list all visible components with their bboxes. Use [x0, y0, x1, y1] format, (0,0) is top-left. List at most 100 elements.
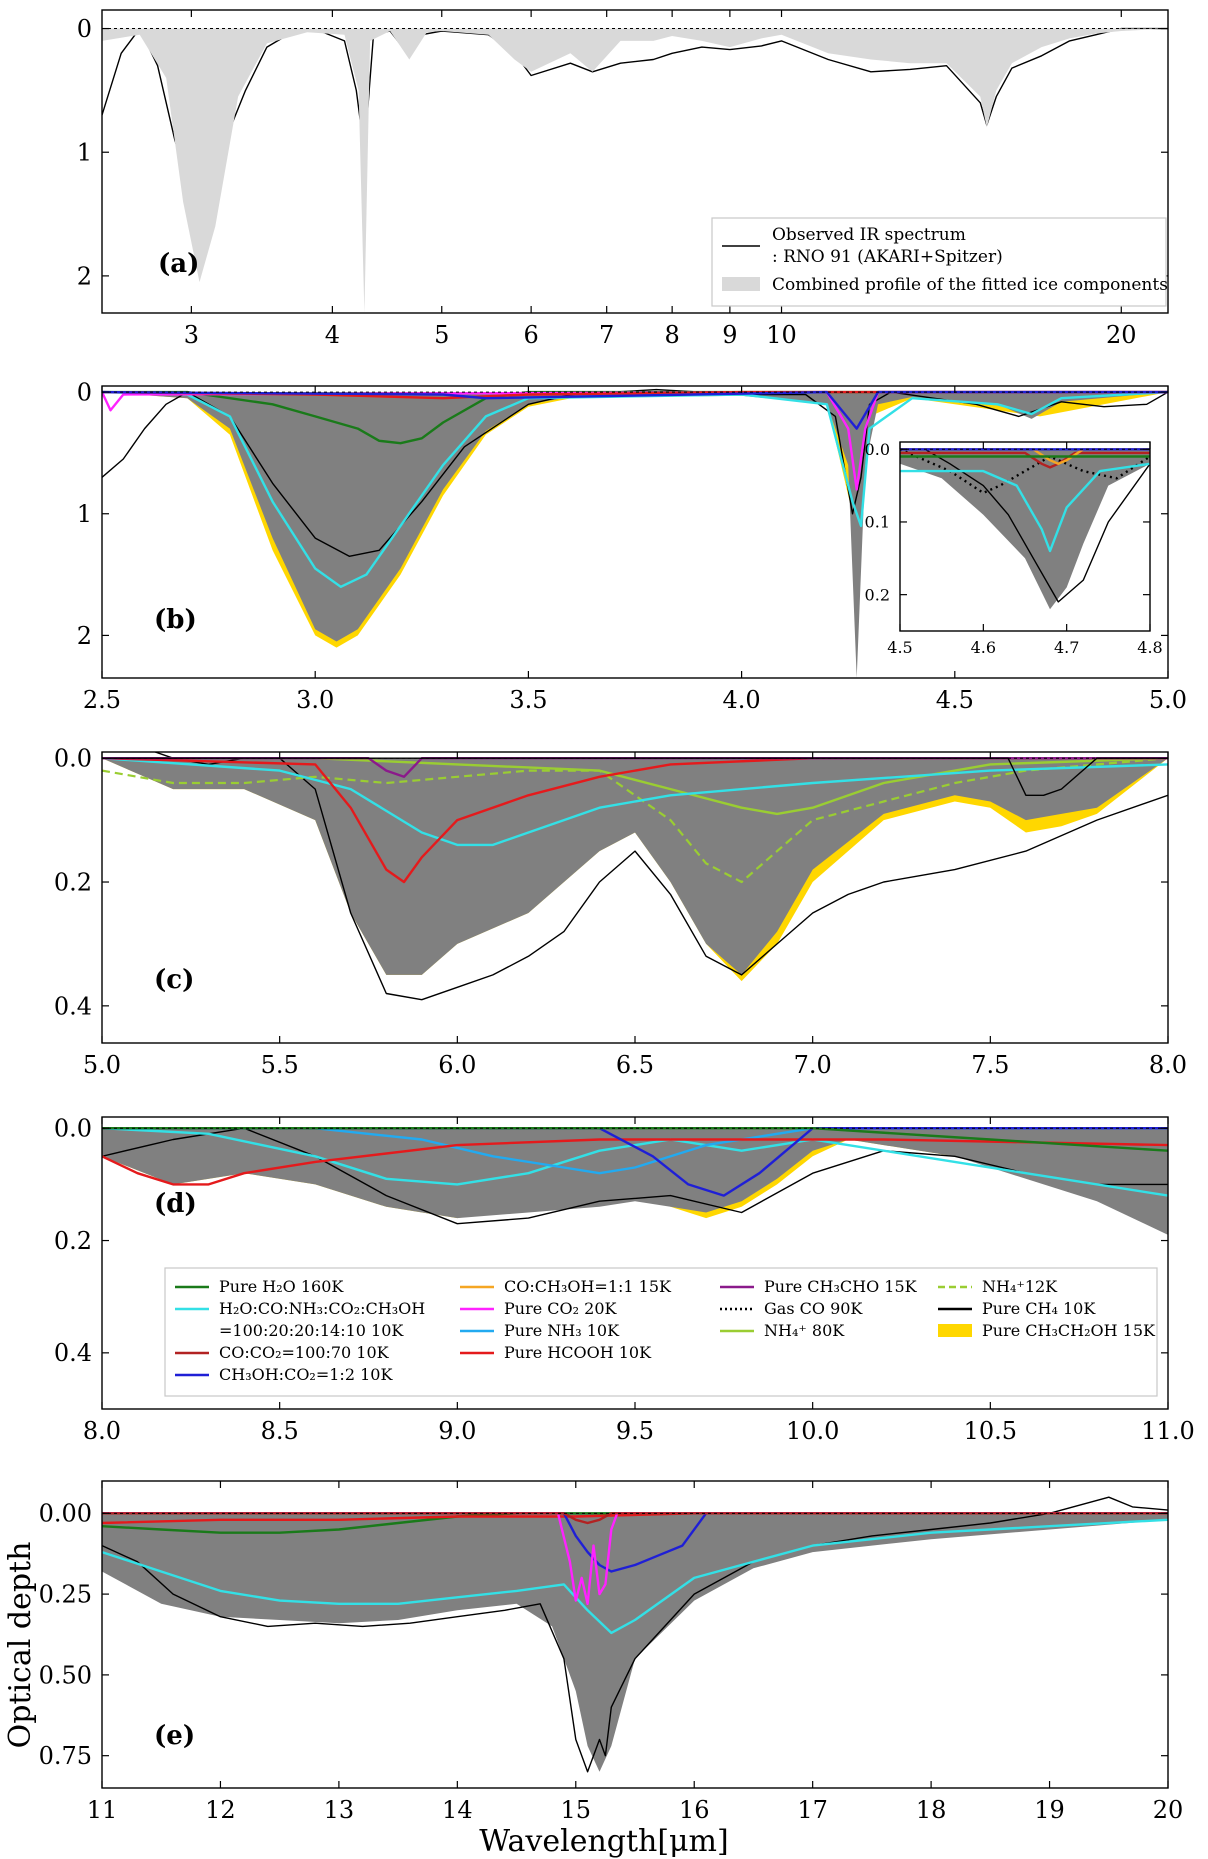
x-tick-label: 2.5 — [83, 686, 121, 714]
legend-entry: Pure CH₄ 10K — [938, 1299, 1096, 1318]
series-h2o-co-nh3-co2-ch3oh — [900, 462, 1150, 553]
x-axis-label: Wavelength[μm] — [479, 1824, 728, 1859]
y-tick-label: 0.50 — [39, 1661, 92, 1689]
legend-label: NH₄⁺ 80K — [764, 1321, 845, 1340]
y-tick-label: 0 — [77, 378, 92, 406]
series-pure-hcooh-10k — [102, 757, 1168, 884]
legend-entry: Pure NH₃ 10K — [460, 1321, 620, 1340]
y-tick-label: 0.2 — [54, 868, 92, 896]
legend-entry: CH₃OH:CO₂=1:2 10K — [175, 1365, 393, 1384]
y-axis-label: Optical depth — [3, 1542, 38, 1749]
panel-label: (d) — [154, 1189, 197, 1219]
legend-entry: Pure CH₃CH₂OH 15K — [938, 1321, 1156, 1340]
x-tick-label: 11 — [87, 1796, 118, 1824]
axes-frame — [899, 441, 1151, 632]
legend-a-box — [711, 217, 1167, 307]
x-tick-label: 20 — [1153, 1796, 1184, 1824]
series-nh4-12k — [102, 757, 1168, 884]
panel-b-inset: 4.5 4.6 4.7 4.8 0.0 0.1 0.2 — [865, 440, 1163, 657]
legend-label: H₂O:CO:NH₃:CO₂:CH₃OH — [219, 1299, 425, 1318]
series-pure-co2-20k — [102, 1512, 1168, 1605]
series-nh4-80k — [102, 757, 1168, 816]
panel-a: 3 4 5 6 7 8 9 10 20 0 1 2 (a) — [77, 9, 1169, 349]
x-tick-label: 16 — [679, 1796, 710, 1824]
legend-label: Pure CO₂ 20K — [504, 1299, 617, 1318]
plot-area — [102, 1127, 1168, 1235]
plot-area — [102, 27, 1168, 313]
legend-a-observed-label2: : RNO 91 (AKARI+Spitzer) — [772, 247, 1003, 267]
x-tick-label: 6 — [523, 321, 538, 349]
series-combined-profile — [102, 392, 1168, 678]
y-tick-label: 1 — [77, 500, 92, 528]
legend-label: Gas CO 90K — [764, 1299, 863, 1318]
series-observed — [102, 1496, 1168, 1773]
legend-a-combined-label: Combined profile of the fitted ice compo… — [772, 275, 1168, 295]
series-gas-co-90k — [900, 448, 1150, 495]
series-combined-profile — [102, 758, 1168, 975]
series-combined-profile — [102, 1513, 1168, 1772]
legend-label: Pure CH₃CHO 15K — [764, 1277, 918, 1296]
x-tick-label: 5 — [434, 321, 449, 349]
series-ch3oh-co2-1-2-10k — [102, 1512, 1168, 1573]
x-tick-label: 4.5 — [936, 686, 974, 714]
legend-swatch — [938, 1324, 972, 1337]
legend-components: Pure H₂O 160K H₂O:CO:NH₃:CO₂:CH₃OH =100:20… — [164, 1267, 1158, 1397]
series-ch3oh-co2-1-2-10k — [102, 1127, 1168, 1197]
legend-entry: NH₄⁺ 80K — [720, 1321, 845, 1340]
x-tick-label: 9.5 — [616, 1417, 654, 1445]
x-tick-label: 9 — [722, 321, 737, 349]
y-tick-label: 0.1 — [865, 513, 890, 532]
x-tick-label: 8.0 — [1149, 1051, 1187, 1079]
y-tick-label: 0.4 — [54, 1339, 92, 1367]
axes-frame — [101, 1480, 1169, 1789]
legend-a-combined-swatch — [722, 277, 760, 291]
x-tick-label: 11.0 — [1141, 1417, 1194, 1445]
x-tick-label: 7 — [599, 321, 614, 349]
panel-d: 8.0 8.5 9.0 9.5 10.0 10.5 11.0 0.0 0.2 0.4 (d) — [54, 1115, 1195, 1445]
x-tick-label: 8 — [665, 321, 680, 349]
plot-area — [900, 448, 1150, 610]
series-h2o-co-nh3-co2-ch3oh — [102, 757, 1168, 847]
y-tick-label: 0.00 — [39, 1500, 92, 1528]
y-tick-label: 2 — [77, 622, 92, 650]
x-tick-label: 12 — [205, 1796, 236, 1824]
x-tick-label: 7.0 — [794, 1051, 832, 1079]
y-tick-label: 2 — [77, 262, 92, 290]
x-tick-label: 3 — [184, 321, 199, 349]
series-pure-nh3-10k — [102, 1127, 1168, 1175]
legend-panel-a: Observed IR spectrum : RNO 91 (AKARI+Spi… — [711, 217, 1168, 307]
panel-label: (e) — [154, 1721, 195, 1751]
axes-frame — [101, 9, 1169, 314]
series-h2o-co-nh3-co2-ch3oh — [102, 1518, 1168, 1635]
axes-frame — [101, 385, 1169, 679]
x-tick-label: 10.5 — [964, 1417, 1017, 1445]
x-tick-label: 9.0 — [438, 1417, 476, 1445]
panel-label: (c) — [154, 965, 194, 995]
legend-entry: Gas CO 90K — [720, 1299, 863, 1318]
panel-e: 11 12 13 14 15 16 17 18 19 20 0.00 0.25 0.50 0.75 (e) — [39, 1480, 1184, 1824]
x-tick-label: 5.0 — [83, 1051, 121, 1079]
legend-entry: Pure CH₃CHO 15K — [720, 1277, 918, 1296]
y-tick-label: 0.75 — [39, 1742, 92, 1770]
legend-label: NH₄⁺12K — [982, 1277, 1058, 1296]
panel-b: 2.5 3.0 3.5 4.0 4.5 5.0 0 1 2 (b) — [77, 378, 1187, 714]
legend-label: CH₃OH:CO₂=1:2 10K — [219, 1365, 393, 1384]
y-tick-label: 0.0 — [54, 745, 92, 773]
x-tick-label: 10 — [766, 321, 797, 349]
legend-label: Pure H₂O 160K — [219, 1277, 344, 1296]
legend-entry: H₂O:CO:NH₃:CO₂:CH₃OH =100:20:20:14:10 10K — [175, 1299, 425, 1340]
legend-label-2: =100:20:20:14:10 10K — [219, 1321, 404, 1340]
plot-area — [102, 1496, 1168, 1773]
x-tick-label: 3.5 — [509, 686, 547, 714]
x-tick-label: 6.0 — [438, 1051, 476, 1079]
series-co-co2-100-70-10k — [900, 451, 1150, 469]
x-tick-label: 3.0 — [296, 686, 334, 714]
x-tick-label: 6.5 — [616, 1051, 654, 1079]
legend-label: Pure CH₃CH₂OH 15K — [982, 1321, 1156, 1340]
y-tick-label: 0.0 — [54, 1115, 92, 1143]
legend-entry: Pure CO₂ 20K — [460, 1299, 617, 1318]
y-tick-label: 0.4 — [54, 992, 92, 1020]
y-tick-label: 1 — [77, 139, 92, 167]
series-pure-co2-20k — [102, 390, 1168, 491]
series-h2o-co-nh3-co2-ch3oh — [102, 1127, 1168, 1197]
